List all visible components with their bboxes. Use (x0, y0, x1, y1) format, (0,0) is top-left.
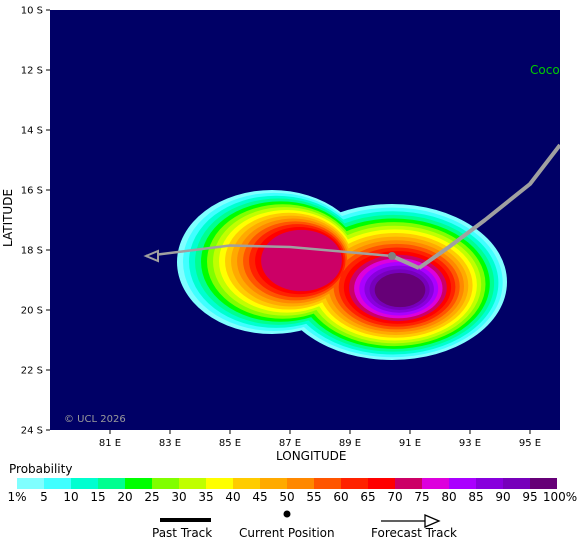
legend-label: 55 (306, 490, 322, 504)
forecast-track-line (145, 244, 393, 258)
legend-label: 80 (441, 490, 457, 504)
legend-label: 75 (414, 490, 430, 504)
storm-tracks (143, 143, 560, 270)
longitude-label: 95 E (519, 438, 541, 449)
legend-colorbar (17, 478, 557, 489)
past-track-line (417, 143, 560, 270)
legend-swatch (476, 478, 503, 489)
legend-label: 50 (279, 490, 295, 504)
legend-swatch (206, 478, 233, 489)
legend-swatch (341, 478, 368, 489)
legend-label: 65 (360, 490, 376, 504)
latitude-label: 20 S (21, 306, 43, 317)
legend-label: 25 (144, 490, 160, 504)
copyright-text: © UCL 2026 (64, 414, 126, 425)
probability-band (374, 272, 426, 308)
latitude-label: 24 S (21, 426, 43, 437)
legend-swatch (152, 478, 179, 489)
current-position-marker (388, 252, 396, 260)
legend-label: 45 (252, 490, 268, 504)
legend-swatch (287, 478, 314, 489)
legend-swatch (503, 478, 530, 489)
legend-label: 60 (333, 490, 349, 504)
legend-label: 85 (468, 490, 484, 504)
latitude-axis-title: LATITUDE (1, 189, 15, 247)
legend-swatch (179, 478, 206, 489)
longitude-label: 91 E (399, 438, 421, 449)
current-position-label: Current Position (239, 526, 335, 540)
latitude-label: 12 S (21, 66, 43, 77)
legend-label: 5 (40, 490, 48, 504)
longitude-label: 87 E (279, 438, 301, 449)
legend-label: 1% (7, 490, 27, 504)
probability-contours (177, 190, 508, 361)
legend-swatch (395, 478, 422, 489)
longitude-label: 83 E (159, 438, 181, 449)
latitude-label: 16 S (21, 186, 43, 197)
latitude-label: 18 S (21, 246, 43, 257)
legend-label: 30 (171, 490, 187, 504)
legend-swatch (530, 478, 557, 489)
latitude-axis: 10 S 12 S 14 S 16 S 18 S 20 S 22 S 24 S (21, 6, 50, 437)
latitude-label: 22 S (21, 366, 43, 377)
longitude-label: 85 E (219, 438, 241, 449)
legend-label: 20 (117, 490, 133, 504)
legend-swatch (233, 478, 260, 489)
legend-swatch (314, 478, 341, 489)
legend-swatch (71, 478, 98, 489)
forecast-arrow-icon (143, 249, 159, 263)
current-position-key-dot (283, 510, 291, 518)
legend-swatch (449, 478, 476, 489)
past-track-label: Past Track (152, 526, 213, 540)
longitude-axis: 81 E 83 E 85 E 87 E 89 E 91 E 93 E 95 E (99, 430, 541, 449)
legend-label: 40 (225, 490, 241, 504)
legend-title: Probability (9, 462, 73, 476)
legend-swatch (368, 478, 395, 489)
latitude-label: 14 S (21, 126, 43, 137)
legend-swatch (125, 478, 152, 489)
legend-label: 70 (387, 490, 403, 504)
legend-swatch (44, 478, 71, 489)
legend-swatch (260, 478, 287, 489)
longitude-label: 93 E (459, 438, 481, 449)
legend-label: 90 (495, 490, 511, 504)
latitude-label: 10 S (21, 6, 43, 17)
legend-label: 10 (63, 490, 79, 504)
legend-swatch (98, 478, 125, 489)
forecast-track-key-arrow-icon (424, 514, 441, 528)
legend-label: 100% (542, 490, 578, 504)
legend-label: 35 (198, 490, 214, 504)
longitude-label: 81 E (99, 438, 121, 449)
legend-label: 95 (522, 490, 538, 504)
legend-swatch (422, 478, 449, 489)
forecast-track-label: Forecast Track (371, 526, 457, 540)
longitude-label: 89 E (339, 438, 361, 449)
past-track-link (391, 254, 420, 270)
legend-label: 15 (90, 490, 106, 504)
legend-swatch (17, 478, 44, 489)
place-label-cocos: Coco (530, 63, 560, 77)
longitude-axis-title: LONGITUDE (276, 449, 346, 463)
